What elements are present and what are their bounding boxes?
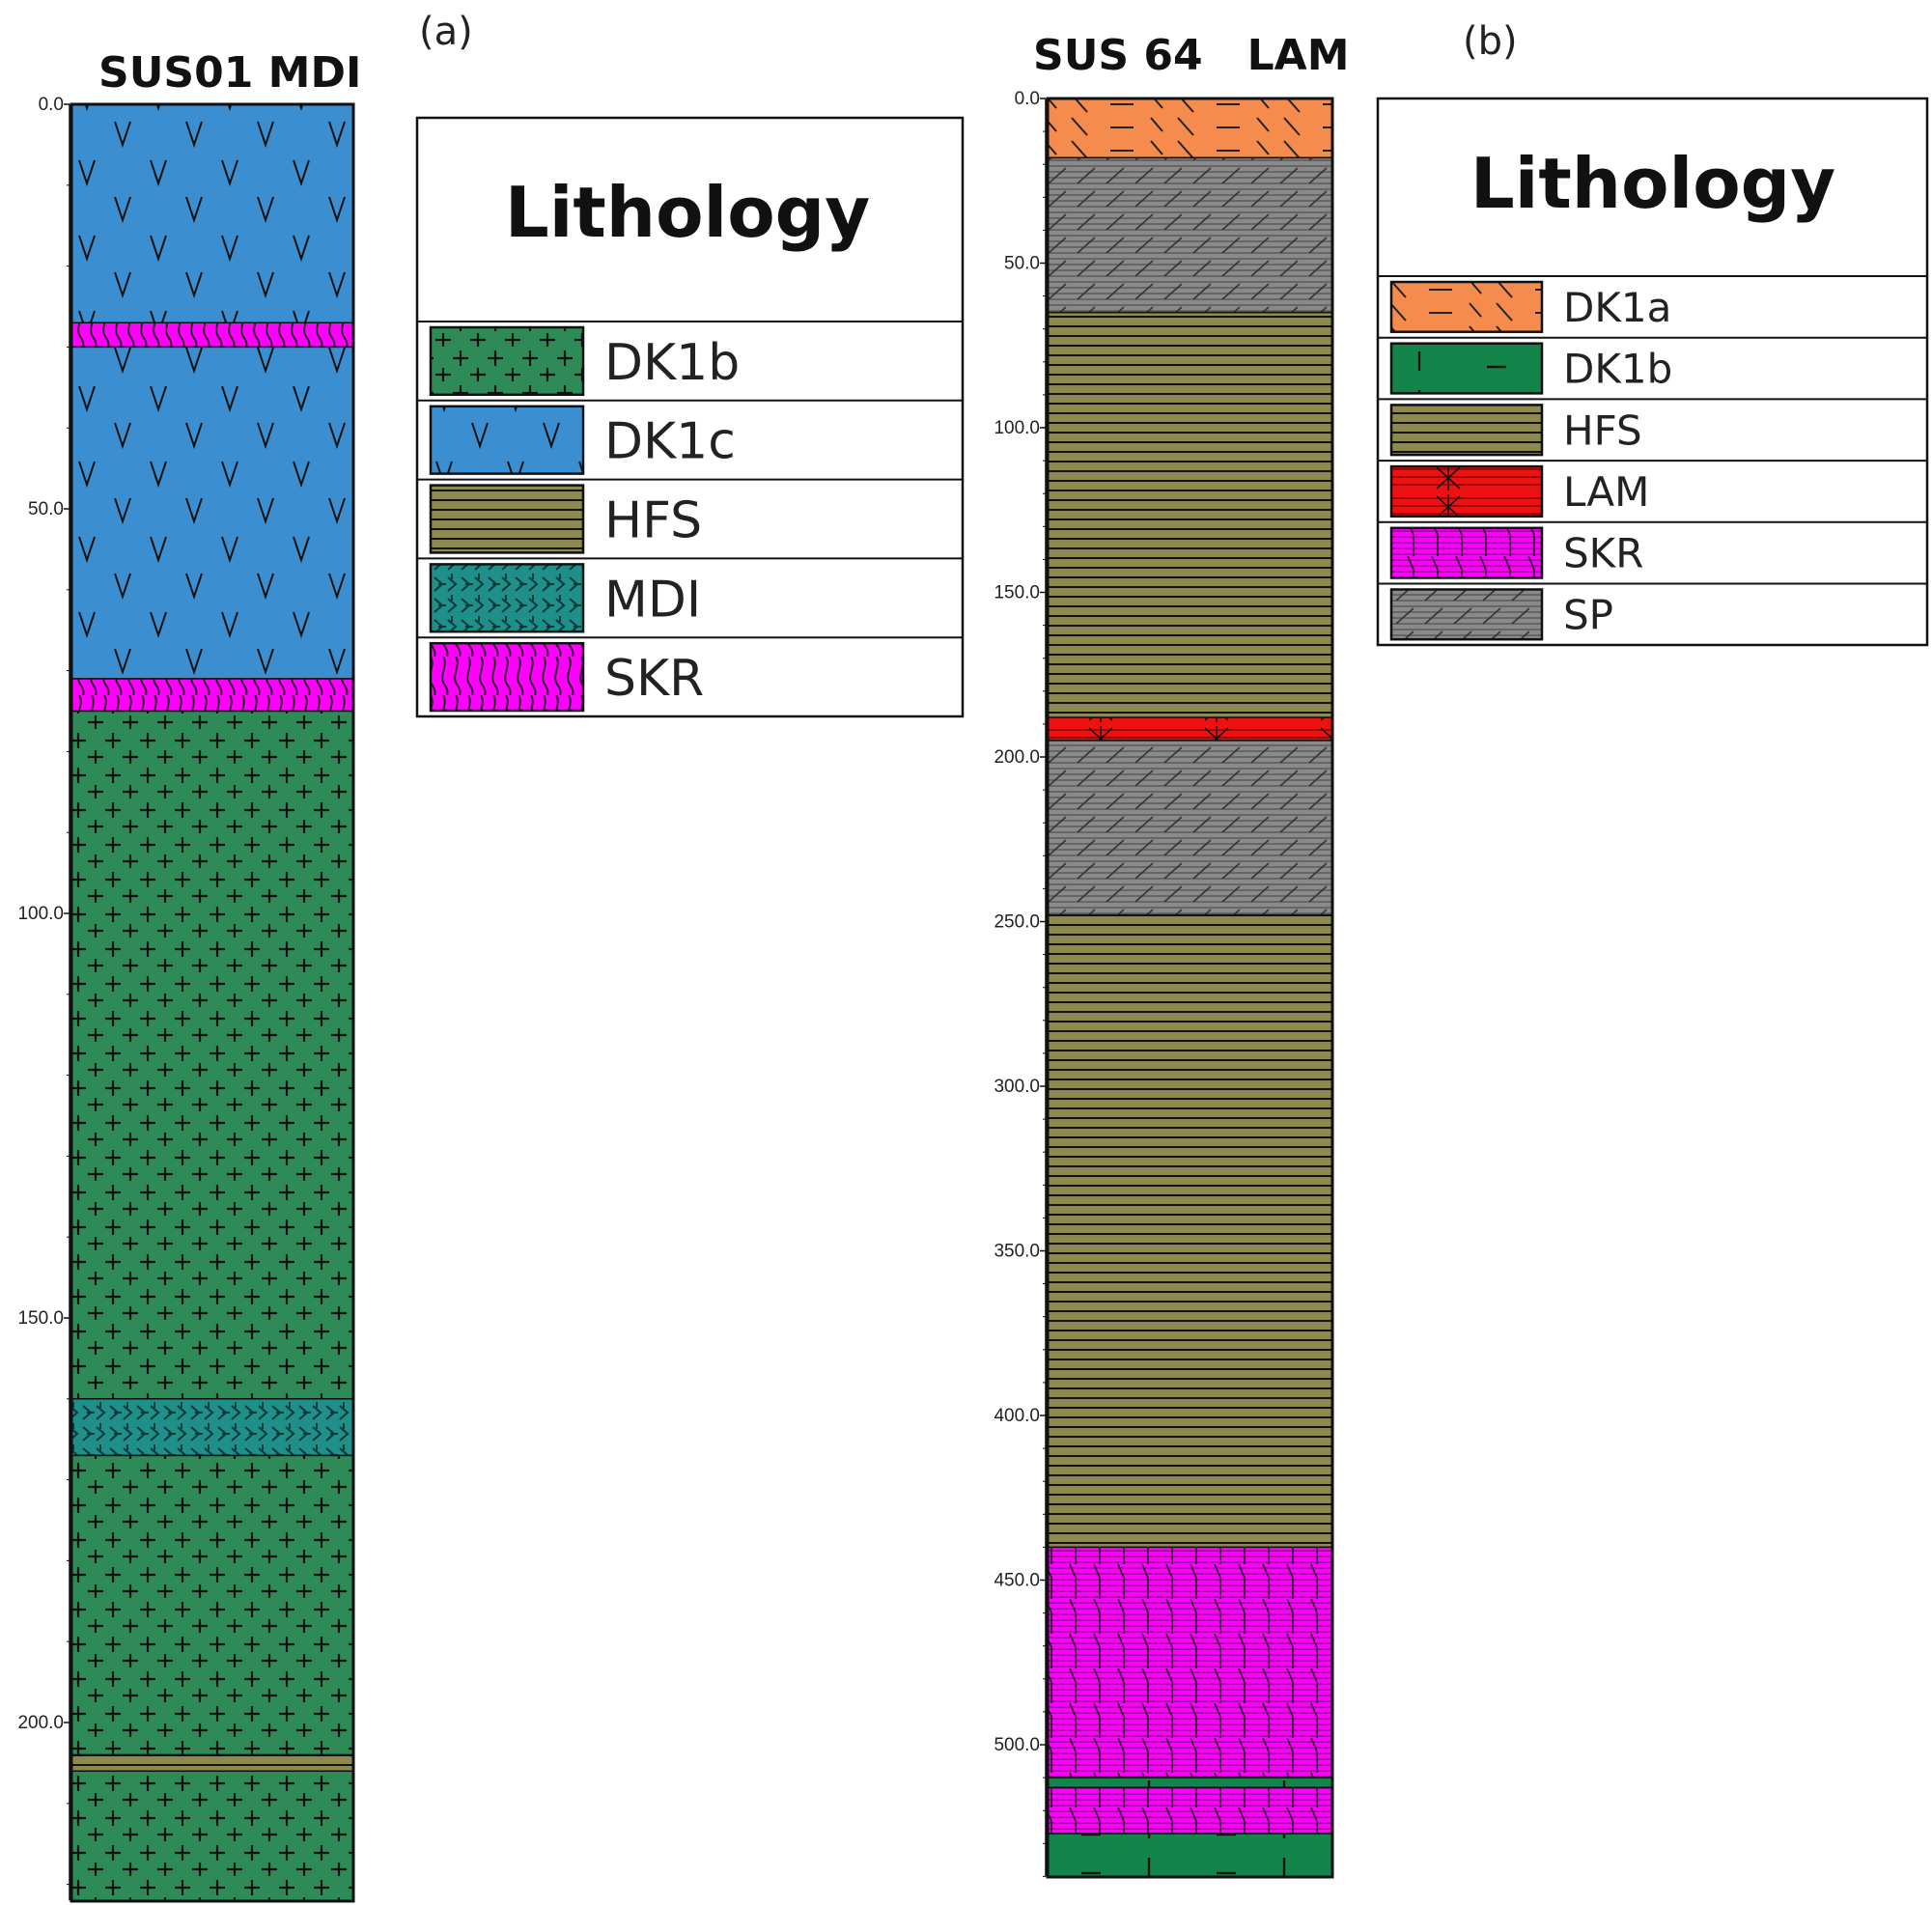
panel-a-interval-dk1b [70, 1454, 354, 1756]
legend-item-hfs: HFS [417, 478, 963, 554]
legend-label: SP [1563, 591, 1613, 638]
panel-a-interval-skr [70, 322, 354, 349]
panel-a-label: (a) [419, 10, 473, 54]
panel-b-interval-skr [1047, 1786, 1333, 1835]
panel-b-tick-label: 450.0 [994, 1571, 1040, 1591]
legend-label: LAM [1563, 468, 1649, 516]
panel-b-tick-label: 100.0 [994, 418, 1040, 438]
panel-b-tick-label: 400.0 [994, 1406, 1040, 1426]
panel-b-interval-hfs [1047, 311, 1333, 718]
panel-b-interval-lam [1047, 716, 1333, 742]
panel-a-interval-dk1c [70, 346, 354, 680]
panel-a-interval-mdi [70, 1398, 354, 1457]
legend-label: HFS [1563, 406, 1642, 454]
panel-b-title: SUS 64 LAM [1033, 31, 1350, 80]
legend-label: DK1c [604, 413, 736, 471]
legend-swatch-hfs [429, 484, 585, 554]
legend-label: DK1b [604, 334, 740, 392]
panel-a-tick-label: 200.0 [17, 1713, 64, 1733]
legend-item-hfs: HFS [1378, 398, 1927, 457]
legend-swatch-dk1b [429, 325, 585, 397]
panel-b-interval-sp [1047, 156, 1333, 314]
panel-b-interval-dk1b [1047, 1833, 1333, 1878]
legend-swatch-lam [1389, 464, 1544, 518]
panel-a-tick-label: 50.0 [28, 499, 64, 519]
legend-swatch-dk1b [1389, 342, 1544, 395]
legend-swatch-dk1a [1389, 280, 1544, 333]
legend-swatch-dk1c [429, 405, 585, 475]
legend-item-skr: SKR [1378, 520, 1927, 579]
panel-a-interval-skr [70, 678, 354, 713]
panel-a-legend: Lithology DK1b DK1c HFS MDI SKR [415, 116, 965, 718]
panel-a-strip-log [70, 103, 354, 1902]
legend-swatch-mdi [429, 563, 585, 633]
legend-item-skr: SKR [417, 636, 963, 713]
panel-b-tick-label: 300.0 [994, 1077, 1040, 1097]
legend-label: HFS [604, 492, 702, 550]
panel-a-log-frame [70, 102, 355, 1903]
panel-b-tick-label: 0.0 [1015, 89, 1040, 109]
panel-b-tick-label: 250.0 [994, 912, 1040, 933]
legend-label: DK1a [1563, 284, 1671, 331]
panel-b-tick-label: 150.0 [994, 583, 1040, 603]
panel-b-tick-label: 200.0 [994, 747, 1040, 768]
panel-b-log-frame [1046, 97, 1334, 1879]
panel-a-depth-axis: 0.0 50.0 100.0 150.0 200.0 [17, 95, 70, 1901]
panel-b-interval-dk1b [1047, 1777, 1333, 1789]
panel-b-label: (b) [1463, 19, 1518, 64]
panel-a-tick-label: 100.0 [17, 904, 64, 924]
panel-a-interval-dk1b [70, 1770, 354, 1902]
panel-b-interval-hfs [1047, 913, 1333, 1549]
legend-swatch-sp [1389, 588, 1544, 641]
legend-item-dk1c: DK1c [417, 399, 963, 475]
panel-a-title: SUS01 MDI [98, 48, 361, 98]
legend-item-dk1b: DK1b [1378, 336, 1927, 395]
panel-a-interval-hfs [70, 1753, 354, 1773]
legend-swatch-skr [429, 641, 585, 713]
legend-b-title: Lithology [1470, 143, 1835, 224]
legend-item-dk1b: DK1b [417, 321, 963, 397]
legend-item-dk1a: DK1a [1378, 275, 1927, 333]
panel-a-tick-label: 150.0 [17, 1308, 64, 1329]
panel-b-depth-axis: 0.0 50.0 100.0 150.0 200.0 250.0 300.0 350.0 400… [994, 89, 1047, 1877]
panel-b-tick-label: 350.0 [994, 1242, 1040, 1262]
legend-label: SKR [604, 650, 704, 708]
legend-item-sp: SP [1378, 582, 1927, 641]
panel-b-interval-skr [1047, 1546, 1333, 1779]
panel-b-tick-label: 50.0 [1004, 254, 1040, 274]
legend-swatch-hfs [1389, 404, 1544, 457]
panel-b-strip-log [1047, 98, 1333, 1878]
legend-label: MDI [604, 571, 701, 629]
legend-item-mdi: MDI [417, 557, 963, 633]
panel-a-interval-dk1b [70, 710, 354, 1400]
panel-b-interval-sp [1047, 740, 1333, 916]
legend-a-title: Lithology [505, 172, 870, 253]
panel-b-tick-label: 500.0 [994, 1735, 1040, 1755]
legend-label: DK1b [1563, 346, 1672, 393]
panel-a-interval-dk1c [70, 103, 354, 324]
panel-b-interval-dk1a [1047, 98, 1333, 159]
panel-b-legend: Lithology DK1a DK1b HFS LAM SKR SP [1376, 97, 1929, 647]
legend-label: SKR [1563, 530, 1643, 577]
legend-swatch-skr [1389, 526, 1544, 579]
legend-item-lam: LAM [1378, 460, 1927, 518]
panel-a-tick-label: 0.0 [39, 95, 64, 115]
